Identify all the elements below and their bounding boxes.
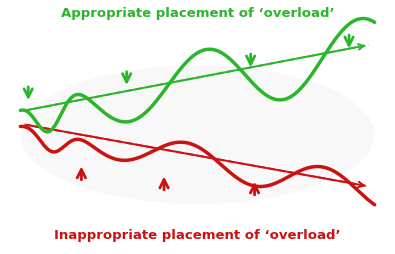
- Ellipse shape: [21, 65, 374, 204]
- Text: Appropriate placement of ‘overload’: Appropriate placement of ‘overload’: [61, 7, 334, 20]
- Text: Inappropriate placement of ‘overload’: Inappropriate placement of ‘overload’: [54, 229, 341, 242]
